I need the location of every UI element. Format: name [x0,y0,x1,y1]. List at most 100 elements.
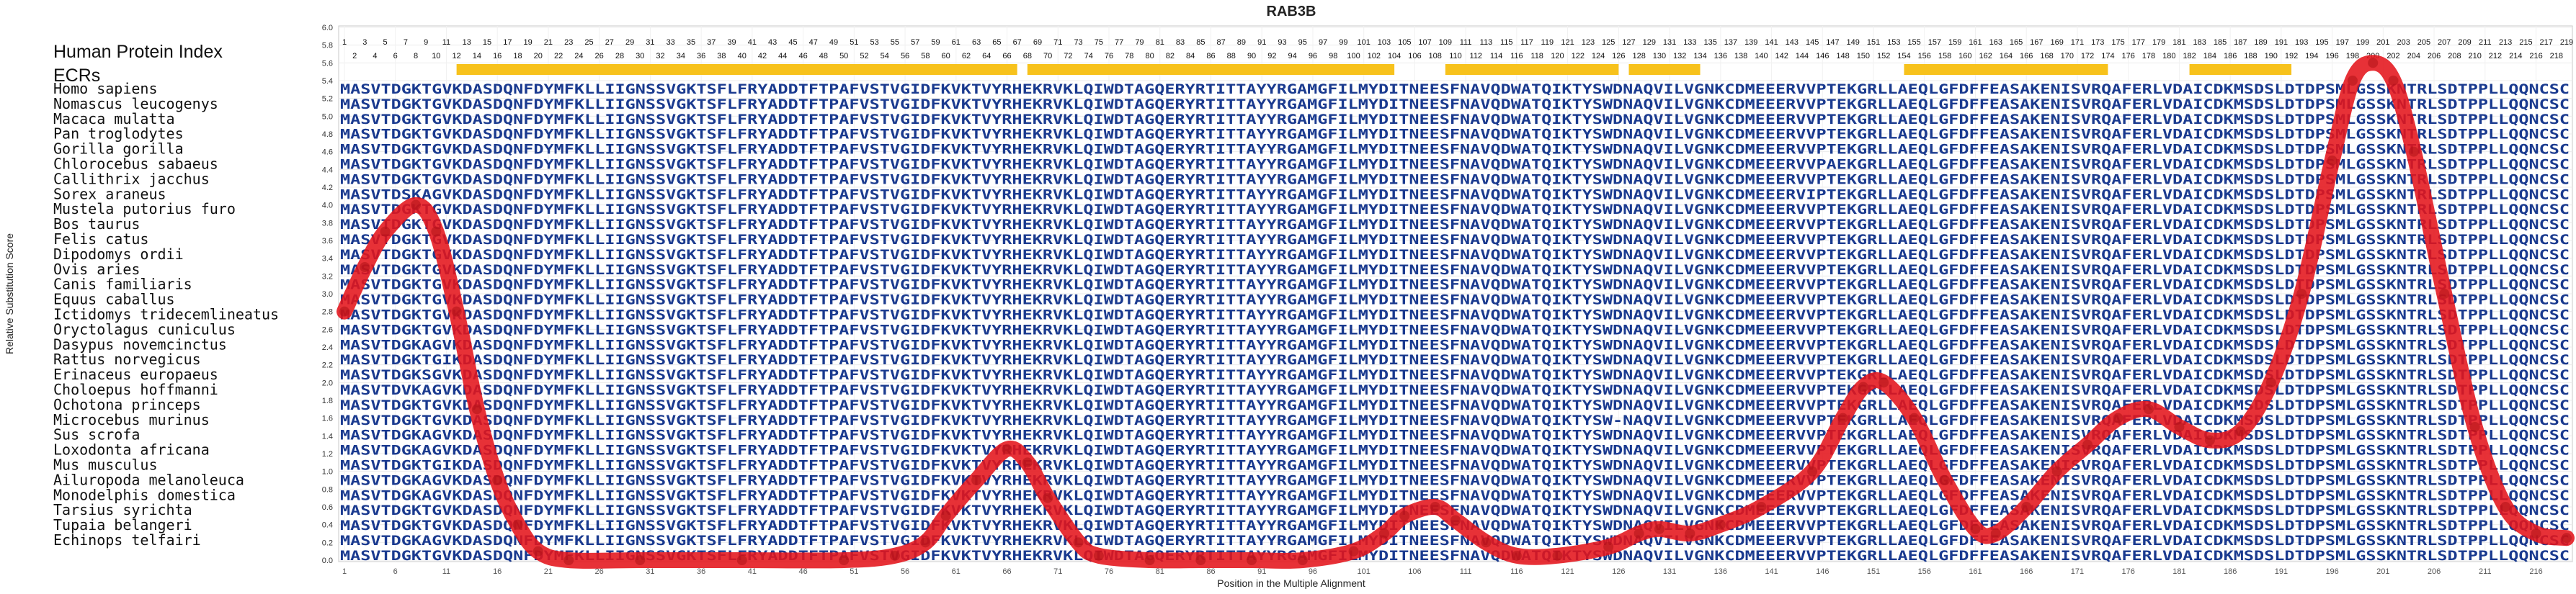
protein-index-number: 94 [1288,52,1297,60]
species-label: Pan troglodytes [53,125,184,143]
species-label: Bos taurus [53,215,140,233]
protein-index-number: 185 [2214,38,2227,47]
y-tick-label: 4.4 [322,166,333,174]
series-point [1970,523,1981,534]
protein-index-number: 169 [2050,38,2063,47]
x-tick-label: 76 [1105,567,1113,576]
x-tick-label: 101 [1357,567,1370,576]
y-tick-label: 0.2 [322,539,333,547]
series-point [1022,457,1033,468]
series-point [2082,439,2093,450]
protein-index-number: 174 [2101,52,2114,60]
protein-index-number: 111 [1460,38,1472,47]
series-point [1807,466,1818,477]
protein-index-number: 143 [1786,38,1799,47]
protein-index-number: 218 [2550,52,2563,60]
protein-index-number: 214 [2509,52,2522,60]
protein-index-number: 161 [1969,38,1982,47]
x-tick-label: 141 [1765,567,1778,576]
series-point [2347,76,2358,86]
series-point [1552,550,1563,561]
x-tick-label: 81 [1156,567,1164,576]
y-tick-label: 0.0 [322,557,333,565]
protein-index-number: 198 [2346,52,2359,60]
protein-index-number: 30 [636,52,644,60]
protein-index-number: 26 [595,52,604,60]
species-label: Microcebus murinus [53,411,210,428]
protein-index-number: 173 [2091,38,2104,47]
protein-index-number: 162 [1979,52,1992,60]
x-tick-label: 51 [850,567,858,576]
protein-index-number: 109 [1439,38,1452,47]
series-point [492,475,503,485]
series-point [339,306,349,317]
protein-index-number: 16 [493,52,502,60]
ecr-bar [1628,64,1701,75]
protein-index-number: 41 [748,38,757,47]
protein-index-number: 20 [534,52,543,60]
protein-index-number: 175 [2111,38,2124,47]
protein-index-number: 31 [646,38,654,47]
protein-index-number: 159 [1948,38,1961,47]
series-point [1378,528,1389,539]
sequence-row: MASVTDGKTGVKDASDQNFDYMFKLLIIGNSSVGKTSFLF… [340,142,2570,158]
protein-index-number: 53 [870,38,879,47]
protein-index-number: 215 [2519,38,2532,47]
series-point [2051,466,2062,477]
x-tick-label: 106 [1408,567,1421,576]
protein-index-number: 59 [931,38,940,47]
protein-index-number: 37 [707,38,716,47]
protein-index-number: 43 [768,38,777,47]
y-tick-label: 3.2 [322,272,333,281]
x-tick-label: 26 [595,567,604,576]
protein-index-number: 23 [564,38,573,47]
series-point [1858,382,1868,392]
ecr-bar [456,64,1017,75]
protein-index-number: 83 [1176,38,1185,47]
series-point [920,537,931,548]
series-point [1685,528,1695,539]
x-tick-label: 121 [1561,567,1574,576]
y-tick-label: 3.8 [322,219,333,228]
protein-index-number: 104 [1388,52,1401,60]
sequence-row: MASVTDGKTGVKDASDQNFDYMFKLLIIGNSSVGKTSFLF… [340,247,2570,263]
x-tick-label: 96 [1309,567,1317,576]
species-label: Erinaceus europaeus [53,366,218,383]
protein-index-number: 49 [829,38,838,47]
protein-index-number: 187 [2234,38,2247,47]
protein-index-number: 91 [1257,38,1266,47]
protein-index-number: 154 [1897,52,1910,60]
y-tick-label: 2.0 [322,379,333,387]
y-tick-label: 1.6 [322,415,333,423]
series-point [1990,528,2001,539]
protein-index-number: 118 [1530,52,1543,60]
protein-index-number: 101 [1357,38,1370,47]
series-point [736,555,747,565]
protein-index-number: 22 [554,52,563,60]
sequence-row: MASVTDGKTGVKDASDQNFDYMFKLLIIGNSSVGKTSFLF… [340,307,2570,323]
protein-index-label: Human Protein Index [53,42,223,62]
protein-index-number: 167 [2030,38,2043,47]
x-tick-label: 16 [493,567,502,576]
y-tick-label: 4.6 [322,148,333,157]
protein-index-number: 194 [2305,52,2318,60]
protein-index-number: 170 [2061,52,2074,60]
protein-index-number: 137 [1724,38,1737,47]
protein-index-number: 163 [1989,38,2002,47]
species-label: Rattus norvegicus [53,351,201,368]
y-tick-label: 0.8 [322,485,333,494]
series-point [2531,528,2541,539]
series-point [2143,404,2154,415]
protein-index-number: 108 [1429,52,1442,60]
protein-index-number: 193 [2295,38,2308,47]
x-tick-label: 21 [544,567,553,576]
x-tick-label: 191 [2275,567,2288,576]
species-label: Callithrix jacchus [53,170,210,187]
protein-index-number: 139 [1744,38,1757,47]
protein-index-number: 180 [2162,52,2175,60]
protein-index-number: 89 [1237,38,1246,47]
x-tick-label: 6 [393,567,398,576]
protein-index-number: 88 [1227,52,1236,60]
x-tick-label: 111 [1460,567,1472,576]
